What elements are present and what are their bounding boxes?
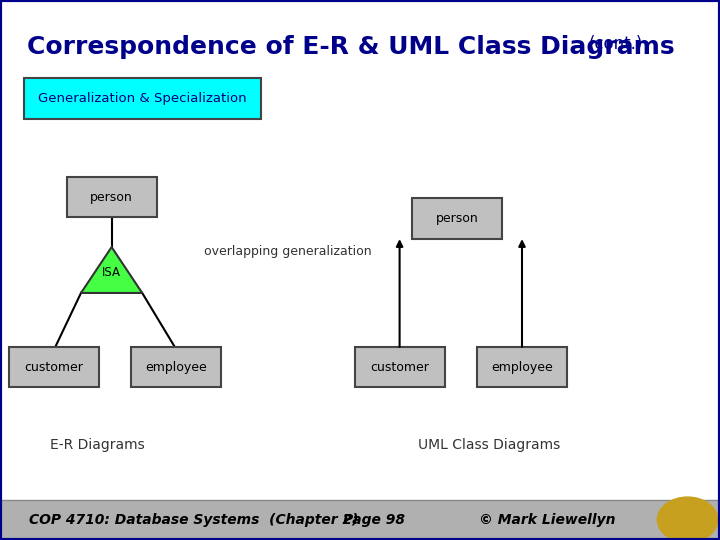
FancyBboxPatch shape [477, 347, 567, 388]
Polygon shape [81, 247, 143, 293]
Text: UML Class Diagrams: UML Class Diagrams [418, 438, 561, 453]
Circle shape [657, 497, 718, 540]
Text: employee: employee [145, 361, 207, 374]
Text: customer: customer [24, 361, 84, 374]
Text: customer: customer [370, 361, 429, 374]
FancyBboxPatch shape [355, 347, 445, 388]
Text: Generalization & Specialization: Generalization & Specialization [38, 92, 247, 105]
FancyBboxPatch shape [412, 199, 503, 239]
Text: Correspondence of E-R & UML Class Diagrams: Correspondence of E-R & UML Class Diagra… [27, 35, 675, 59]
Text: overlapping generalization: overlapping generalization [204, 245, 372, 258]
Text: Page 98: Page 98 [343, 513, 405, 526]
Text: ISA: ISA [102, 266, 121, 279]
FancyBboxPatch shape [66, 177, 157, 217]
FancyBboxPatch shape [9, 347, 99, 388]
FancyBboxPatch shape [24, 78, 261, 119]
Bar [0, 500, 720, 540]
Text: employee: employee [491, 361, 553, 374]
Text: COP 4710: Database Systems  (Chapter 2): COP 4710: Database Systems (Chapter 2) [29, 513, 359, 526]
Text: E-R Diagrams: E-R Diagrams [50, 438, 145, 453]
Text: (cont.): (cont.) [588, 35, 643, 53]
Text: person: person [90, 191, 133, 204]
Text: © Mark Liewellyn: © Mark Liewellyn [479, 513, 616, 526]
FancyBboxPatch shape [132, 347, 222, 388]
Text: person: person [436, 212, 479, 225]
